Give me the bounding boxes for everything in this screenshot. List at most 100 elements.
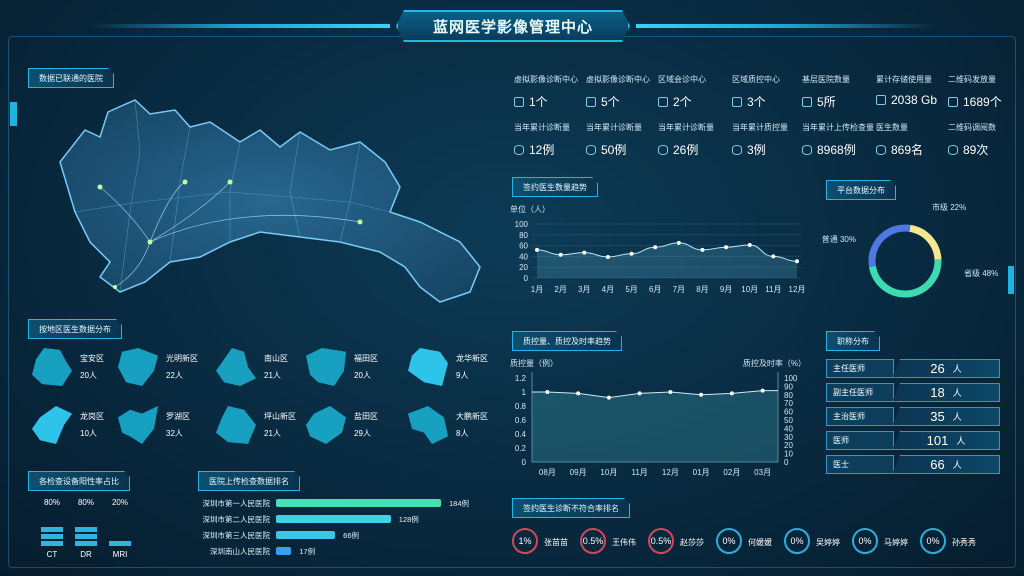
signed-trend-badge: 签约医生数量趋势: [512, 177, 598, 197]
pie-slice: [868, 259, 942, 298]
district-item[interactable]: 罗湖区 32人: [118, 406, 208, 446]
page-title: 蓝网医学影像管理中心: [396, 10, 630, 42]
stat-value: 2038 Gb: [891, 93, 938, 107]
data-point: [653, 245, 658, 250]
district-item[interactable]: 宝安区 20人: [32, 348, 122, 388]
x-tick-label: 03月: [754, 468, 771, 477]
district-item[interactable]: 福田区 20人: [306, 348, 396, 388]
server-icon: [732, 96, 742, 107]
stat-label: 区域会诊中心: [658, 75, 706, 84]
district-item[interactable]: 龙华新区 9人: [408, 348, 498, 388]
y-tick-label: 20: [519, 263, 528, 272]
data-point: [535, 247, 539, 252]
bar-stack: [74, 510, 98, 546]
staff-value-box: 35 人: [892, 407, 1000, 426]
left-side-tab[interactable]: [10, 102, 17, 126]
header-bar: 蓝网医学影像管理中心: [0, 0, 1024, 48]
qc-trend-badge: 质控量、质控及时率趋势: [512, 331, 622, 351]
x-tick-label: 1月: [531, 285, 543, 294]
district-name: 大鹏新区: [456, 412, 488, 421]
district-count: 21人: [264, 429, 281, 438]
area-fill: [537, 242, 797, 278]
x-tick-label: 5月: [625, 285, 637, 294]
bar-block: [109, 541, 131, 546]
stat-value-row: 2038 Gb: [876, 93, 948, 107]
staff-value-box: 101 人: [892, 431, 1000, 450]
district-name: 福田区: [354, 354, 378, 363]
district-count: 20人: [80, 371, 97, 380]
stat-label: 二维码发放量: [948, 75, 996, 84]
bar-block: [75, 527, 97, 532]
y-right-tick: 30: [784, 433, 793, 442]
stat-value: 1个: [529, 95, 548, 109]
doctor-name: 王伟伟: [612, 538, 636, 547]
district-item[interactable]: 坪山新区 21人: [216, 406, 306, 446]
stat-item: 当年累计质控量 3例: [732, 122, 804, 158]
x-tick-label: 4月: [602, 285, 614, 294]
bar-block: [75, 534, 97, 539]
map-connection-lines: [99, 181, 361, 288]
stat-item: 当年累计诊断量 12例: [514, 122, 586, 158]
noncompliance-rate-circle: 0.5%: [648, 528, 674, 554]
database-icon: [658, 144, 668, 155]
staff-unit: 人: [952, 460, 962, 470]
stat-value: 8968例: [817, 143, 856, 157]
stat-value-row: 50例: [586, 141, 658, 158]
header-right-line: [636, 24, 936, 28]
district-item[interactable]: 光明新区 22人: [118, 348, 208, 388]
staff-title: 医士: [826, 455, 894, 474]
y-right-tick: 80: [784, 391, 793, 400]
x-tick-label: 3月: [578, 285, 590, 294]
rank-row: 深圳南山人民医院 17例: [200, 545, 315, 557]
map-badge: 数据已联通的医院: [28, 68, 114, 88]
data-point: [545, 390, 550, 394]
stat-value-row: 3例: [732, 141, 804, 158]
district-map-icon: [118, 348, 158, 386]
positive-rate-bar: 20% MRI: [108, 498, 132, 559]
noncompliance-rate-circle: 0.5%: [580, 528, 606, 554]
bar-block: [75, 541, 97, 546]
staff-count: 35: [930, 409, 945, 424]
district-map-icon: [408, 406, 448, 444]
noncompliance-badge: 签约医生诊断不符合率排名: [512, 498, 630, 518]
rank-count: 128例: [398, 514, 419, 524]
data-point: [605, 254, 610, 259]
stat-value: 869名: [891, 143, 924, 157]
database-icon: [876, 144, 886, 155]
district-name: 罗湖区: [166, 412, 190, 421]
x-tick-label: 8月: [696, 285, 708, 294]
stat-value-row: 1个: [514, 93, 586, 110]
district-item[interactable]: 盐田区 29人: [306, 406, 396, 446]
doctor-name: 孙秀秀: [952, 538, 976, 547]
district-name: 盐田区: [354, 412, 378, 421]
district-count: 32人: [166, 429, 183, 438]
x-tick-label: 08月: [539, 468, 556, 477]
positive-rate-pct: 80%: [43, 498, 60, 507]
stat-value: 12例: [529, 143, 555, 157]
right-side-tab[interactable]: [1008, 266, 1014, 294]
rank-count: 17例: [299, 546, 316, 556]
y-right-tick: 90: [784, 382, 793, 391]
pie-slice: [909, 224, 942, 261]
noncompliance-rate-circle: 0%: [852, 528, 878, 554]
district-item[interactable]: 龙岗区 10人: [32, 406, 122, 446]
districts-badge: 按地区医生数据分布: [28, 319, 122, 339]
district-name: 光明新区: [166, 354, 198, 363]
stat-item: 当年累计上传检查量 8968例: [802, 122, 874, 158]
x-tick-label: 9月: [720, 285, 732, 294]
staff-unit: 人: [952, 364, 962, 374]
server-icon: [658, 96, 668, 107]
district-item[interactable]: 大鹏新区 8人: [408, 406, 498, 446]
data-point: [576, 391, 581, 396]
district-item[interactable]: 南山区 21人: [216, 348, 306, 388]
staff-row: 医师 101 人: [826, 431, 1000, 450]
shenzhen-map[interactable]: [40, 92, 490, 304]
stat-label: 虚拟影像诊断中心: [586, 75, 650, 84]
data-point: [606, 395, 611, 400]
district-count: 8人: [456, 429, 469, 438]
stat-value-row: 89次: [948, 141, 1020, 158]
y-left-tick: 0.2: [515, 444, 527, 453]
stat-item: 当年累计诊断量 50例: [586, 122, 658, 158]
district-name: 龙华新区: [456, 354, 488, 363]
stat-value: 3例: [747, 143, 766, 157]
